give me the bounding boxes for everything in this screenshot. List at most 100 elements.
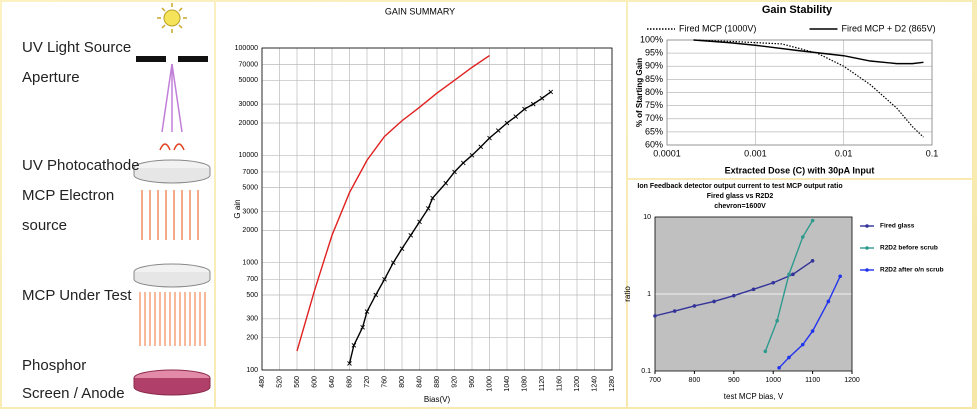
y-tick-label: 100% — [640, 34, 663, 44]
diagram-label: Screen / Anode — [22, 385, 125, 402]
chart-panel — [216, 2, 626, 407]
data-point — [452, 169, 457, 175]
data-point — [399, 246, 405, 251]
x-tick-label: 700 — [649, 377, 661, 384]
data-point — [800, 342, 805, 347]
y-tick-label: 80% — [645, 87, 663, 97]
y-tick-label: 10 — [643, 214, 651, 221]
chart-title: Ion Feedback detector output current to … — [637, 183, 842, 190]
data-point — [364, 309, 370, 314]
x-tick-label: 520 — [276, 376, 283, 388]
x-tick-label: 0.001 — [744, 148, 767, 158]
data-point — [763, 349, 768, 354]
aperture — [178, 56, 208, 62]
data-point — [478, 144, 484, 150]
phosphor-disk — [133, 378, 211, 396]
electron-arrows — [139, 292, 206, 346]
data-point — [777, 366, 781, 370]
y-tick-label: 300 — [246, 316, 258, 323]
legend-swatch — [865, 246, 869, 250]
x-tick-label: 640 — [329, 376, 336, 388]
x-tick-label: 0.1 — [926, 148, 939, 158]
emission — [159, 143, 185, 151]
data-point — [360, 324, 365, 330]
y-tick-label: 70000 — [239, 61, 259, 68]
data-point — [469, 153, 475, 158]
chart-title: Gain Stability — [762, 4, 833, 16]
data-point — [787, 272, 791, 277]
data-point — [838, 274, 842, 279]
x-tick-label: 1200 — [844, 377, 860, 384]
y-tick-label: 0.1 — [641, 368, 651, 375]
data-point — [653, 314, 657, 318]
x-tick-label: 1040 — [504, 376, 511, 392]
y-tick-label: 30000 — [239, 101, 259, 108]
data-point — [771, 280, 775, 285]
y-tick-label: 65% — [645, 126, 663, 136]
y-tick-label: 90% — [645, 61, 663, 71]
x-tick-label: 480 — [259, 376, 266, 388]
data-point — [548, 89, 554, 95]
plot-frame — [666, 39, 933, 146]
data-point — [826, 299, 831, 304]
data-point — [751, 287, 756, 292]
y-tick-label: 100000 — [235, 45, 258, 52]
data-point — [810, 218, 815, 223]
data-point — [732, 293, 736, 298]
y-axis-label: % of Starting Gain — [635, 58, 644, 127]
x-tick-label: 960 — [469, 376, 476, 388]
plot-frame — [654, 216, 853, 372]
uv-rays — [161, 63, 183, 133]
y-tick-label: 100 — [246, 367, 258, 374]
x-tick-label: 0.01 — [835, 148, 853, 158]
legend-label: R2D2 before scrub — [880, 245, 938, 252]
data-point — [810, 329, 815, 333]
data-point — [382, 276, 387, 282]
diagram-label: Phosphor — [22, 357, 86, 374]
y-tick-label: 3000 — [242, 208, 258, 215]
photocathode-disk — [133, 168, 211, 184]
data-point — [800, 235, 805, 239]
x-tick-label: 880 — [434, 376, 441, 388]
diagram-panel — [2, 2, 214, 407]
x-tick-label: 800 — [399, 376, 406, 388]
x-tick-label: 1160 — [556, 376, 563, 391]
data-point — [787, 355, 791, 360]
mcp-disk — [133, 272, 211, 288]
y-axis-label: G ain — [233, 199, 242, 218]
chart-title: chevron=1600V — [714, 203, 766, 210]
y-tick-label: 2000 — [242, 227, 258, 234]
sun-icon — [163, 9, 181, 27]
y-tick-label: 200 — [246, 335, 258, 342]
chart-title: GAIN SUMMARY — [385, 6, 455, 16]
data-point — [443, 180, 449, 186]
data-point — [513, 114, 519, 119]
data-point — [347, 361, 352, 366]
data-point — [530, 101, 536, 107]
diagram-label: UV Photocathode — [22, 157, 140, 174]
y-tick-label: 1 — [647, 291, 651, 298]
diagram-label: Aperture — [22, 69, 80, 86]
y-tick-label: 70% — [645, 113, 663, 123]
diagram-label: UV Light Source — [22, 39, 131, 56]
y-tick-label: 5000 — [242, 184, 258, 191]
data-point — [775, 318, 779, 323]
electron-arrows — [141, 190, 199, 240]
data-point — [408, 232, 414, 238]
x-tick-label: 600 — [311, 376, 318, 388]
x-tick-label: 800 — [689, 377, 701, 384]
x-tick-label: 900 — [728, 377, 740, 384]
y-tick-label: 75% — [645, 100, 663, 110]
legend-label: Fired glass — [880, 223, 915, 230]
x-axis-label: test MCP bias, V — [724, 392, 784, 401]
x-tick-label: 1100 — [805, 377, 820, 384]
y-tick-label: 500 — [246, 292, 258, 299]
y-tick-label: 60% — [645, 139, 663, 149]
diagram: UV Light Source Aperture UV Photocathode… — [22, 3, 211, 402]
data-line — [693, 39, 924, 138]
data-point — [460, 160, 466, 166]
x-tick-label: 560 — [294, 376, 301, 388]
y-tick-label: 85% — [645, 74, 663, 84]
